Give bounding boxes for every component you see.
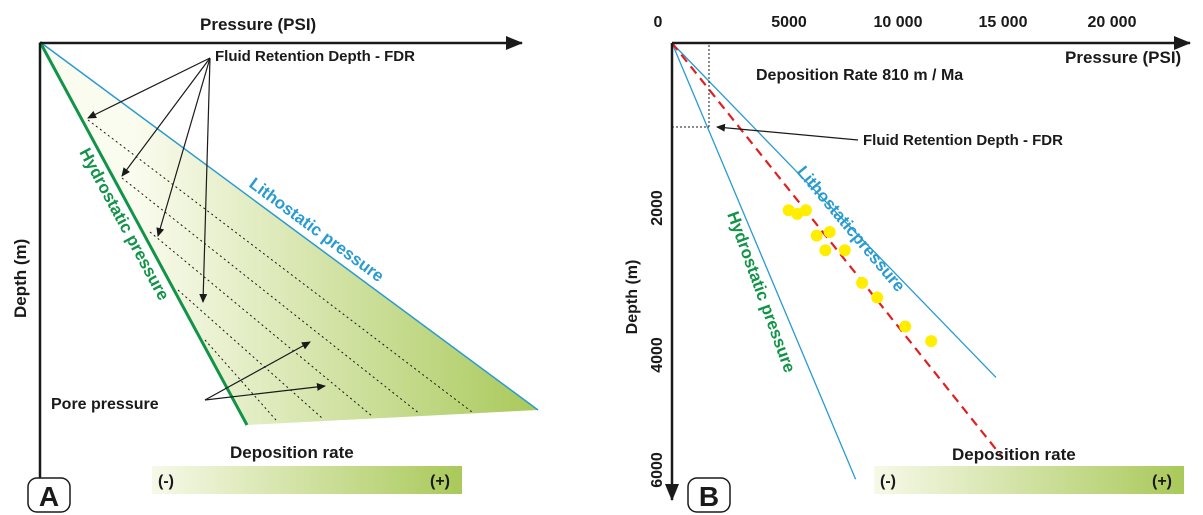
deposition-rate-text-b: Deposition Rate 810 m / Ma	[756, 67, 963, 84]
data-point	[810, 229, 823, 242]
pore-line-1	[87, 119, 473, 413]
data-point	[823, 226, 836, 239]
deposition-bar-a	[152, 466, 462, 494]
fdr-guides-b	[672, 45, 710, 128]
panel-letter-box-b	[687, 477, 731, 513]
fdr-arrow-2	[121, 57, 211, 177]
y-axis-label-b: Depth (m)	[624, 260, 641, 335]
x-tick-10000: 10 000	[874, 14, 923, 31]
y-tick-4000: 4000	[649, 337, 666, 373]
pore-arrows-a	[204, 341, 326, 401]
hydrostatic-line-a	[38, 41, 249, 426]
panel-a: Pressure (PSI) Depth (m) Fluid Retention…	[11, 15, 539, 513]
lithostatic-label-b: Lithostaticpressure	[793, 162, 909, 295]
fdr-label-b: Fluid Retention Depth - FDR	[863, 132, 1063, 149]
x-axis-label-b: Pressure (PSI)	[1065, 48, 1181, 67]
scale-minus-a: (-)	[158, 473, 174, 490]
data-point	[856, 276, 869, 289]
fdr-arrow-3	[156, 57, 211, 237]
pore-line-4	[177, 289, 323, 419]
fdr-arrows-a	[87, 57, 211, 303]
lithostatic-line-b	[671, 42, 997, 378]
pore-label-a: Pore pressure	[51, 396, 159, 413]
chart-lines-b	[671, 42, 1004, 480]
scale-plus-b: (+)	[1152, 473, 1172, 490]
y-tick-2000: 2000	[649, 190, 666, 226]
data-point	[838, 244, 851, 257]
x-tick-20000: 20 000	[1088, 14, 1137, 31]
x-tick-0: 0	[654, 14, 663, 31]
chart-points-b	[782, 204, 938, 348]
y-tick-6000: 6000	[649, 452, 666, 488]
pore-line-2	[121, 177, 421, 415]
deposition-label-b: Deposition rate	[952, 445, 1076, 464]
panel-letter-b: B	[699, 481, 719, 512]
hydrostatic-label-b: Hydrostatic pressure	[723, 209, 799, 375]
data-point	[819, 244, 832, 257]
fdr-arrow-1	[87, 57, 211, 119]
deposition-bar-b	[874, 466, 1184, 494]
data-point	[899, 320, 912, 333]
fdr-arrow-4	[199, 57, 211, 303]
lithostatic-line-a	[39, 41, 539, 411]
hydrostatic-line-b	[671, 42, 857, 480]
fdr-arrow-b	[716, 123, 859, 141]
y-axis-label-a: Depth (m)	[11, 239, 30, 318]
pore-arrow-2	[204, 382, 326, 401]
panel-letter-a: A	[39, 481, 59, 512]
deposition-label-a: Deposition rate	[230, 443, 354, 462]
fdr-trend-line-b	[671, 42, 1004, 459]
pore-arrow-1	[204, 341, 311, 401]
data-point	[799, 204, 812, 217]
panel-letter-box-a	[27, 477, 71, 513]
fdr-label-a: Fluid Retention Depth - FDR	[215, 48, 415, 65]
data-point	[925, 335, 938, 348]
x-axis-label-a: Pressure (PSI)	[200, 15, 316, 34]
pore-pressure-wedge	[40, 42, 538, 425]
pore-line-3	[149, 231, 373, 417]
data-point	[871, 291, 884, 304]
pore-pressure-lines	[87, 119, 473, 421]
scale-plus-a: (+)	[430, 473, 450, 490]
panel-b: 0 5000 10 000 15 000 20 000 2000 4000 60…	[624, 14, 1191, 513]
scale-minus-b: (-)	[880, 473, 896, 490]
x-tick-5000: 5000	[771, 14, 807, 31]
x-tick-15000: 15 000	[979, 14, 1028, 31]
